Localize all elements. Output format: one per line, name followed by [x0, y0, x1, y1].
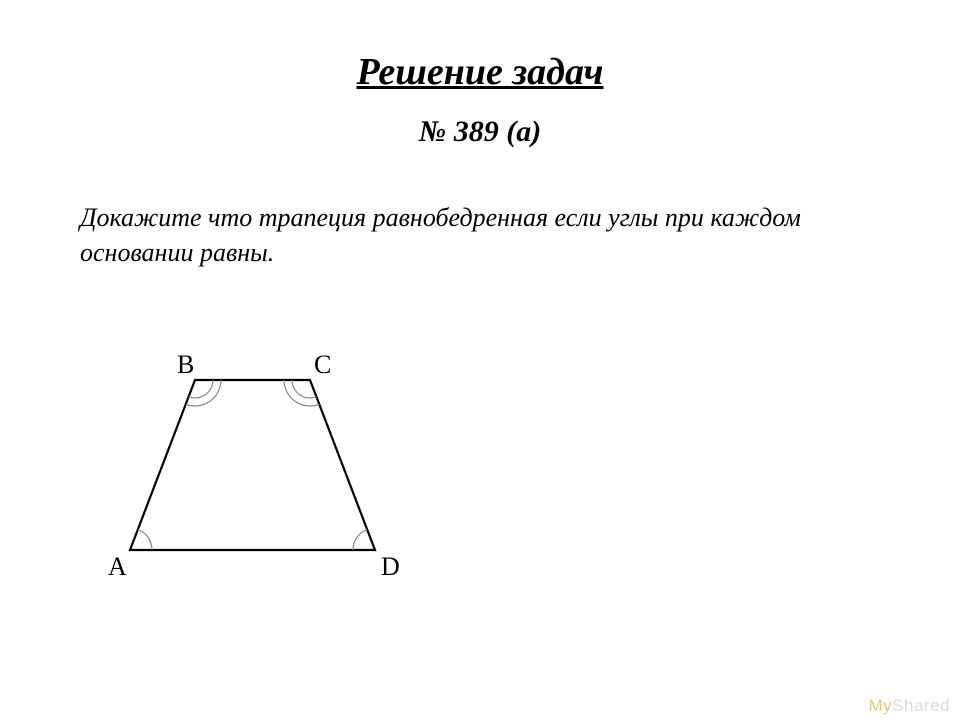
- problem-number: № 389 (а): [0, 115, 960, 149]
- page-title: Решение задач: [0, 50, 960, 94]
- watermark: MyShared: [869, 696, 951, 716]
- watermark-prefix: My: [869, 696, 893, 715]
- vertex-label-d: D: [381, 552, 400, 582]
- trapezoid-diagram: A B C D: [100, 330, 420, 595]
- vertex-label-c: C: [314, 350, 331, 380]
- trapezoid-svg: [100, 330, 420, 590]
- watermark-suffix: Shared: [892, 696, 950, 715]
- vertex-label-b: B: [177, 350, 194, 380]
- vertex-label-a: A: [108, 552, 127, 582]
- problem-statement: Докажите что трапеция равнобедренная есл…: [80, 200, 900, 270]
